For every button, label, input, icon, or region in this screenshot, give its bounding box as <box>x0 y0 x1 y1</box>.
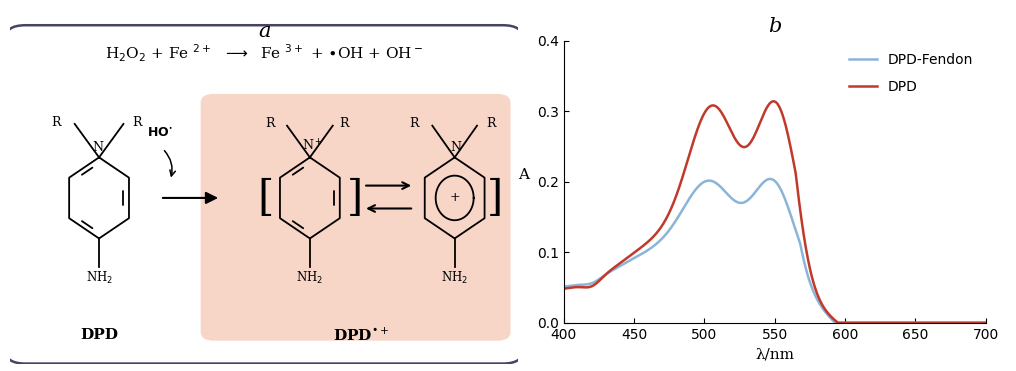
Text: [: [ <box>257 177 273 219</box>
Text: R: R <box>132 116 142 129</box>
Text: NH$_2$: NH$_2$ <box>297 270 323 286</box>
Text: R: R <box>339 117 350 131</box>
Y-axis label: A: A <box>517 168 528 182</box>
Text: $\mathbf{HO^{\bullet}}$: $\mathbf{HO^{\bullet}}$ <box>147 127 173 140</box>
DPD-Fendon <box>600 272 613 276</box>
Text: R: R <box>487 117 496 131</box>
DPD-Fendon <box>728 198 741 203</box>
Text: DPD: DPD <box>80 328 118 342</box>
Text: N$^+$: N$^+$ <box>302 139 323 154</box>
Text: +: + <box>449 191 460 204</box>
DPD <box>887 321 899 325</box>
DPD <box>848 321 861 325</box>
FancyBboxPatch shape <box>200 94 511 341</box>
Text: ]: ] <box>488 177 503 219</box>
Text: ]: ] <box>346 177 363 219</box>
X-axis label: λ/nm: λ/nm <box>755 347 795 361</box>
Text: N: N <box>451 141 461 154</box>
DPD-Fendon <box>829 321 841 325</box>
DPD-Fendon <box>887 321 899 325</box>
DPD-Fendon <box>979 321 992 325</box>
Text: NH$_2$: NH$_2$ <box>85 270 113 286</box>
DPD-Fendon <box>895 321 907 325</box>
DPD <box>558 286 570 291</box>
DPD <box>895 321 907 325</box>
DPD <box>728 135 741 140</box>
Text: N: N <box>92 141 104 154</box>
Text: R: R <box>409 117 419 131</box>
DPD <box>979 321 992 325</box>
DPD-Fendon <box>848 321 861 325</box>
Title: b: b <box>768 17 781 36</box>
Legend: DPD-Fendon, DPD: DPD-Fendon, DPD <box>843 48 978 99</box>
DPD-Fendon <box>764 177 776 181</box>
Text: NH$_2$: NH$_2$ <box>441 270 468 286</box>
Text: R: R <box>51 116 61 129</box>
Text: DPD$^{•+}$: DPD$^{•+}$ <box>332 327 389 344</box>
FancyBboxPatch shape <box>5 25 523 364</box>
DPD-Fendon <box>558 285 570 289</box>
Text: R: R <box>265 117 275 131</box>
DPD <box>744 141 756 146</box>
Line: DPD: DPD <box>564 101 986 323</box>
Text: H$_2$O$_2$ + Fe $^{2+}$  $\longrightarrow$  Fe $^{3+}$ + $\bullet$OH + OH$^-$: H$_2$O$_2$ + Fe $^{2+}$ $\longrightarrow… <box>105 43 424 64</box>
DPD <box>767 99 779 104</box>
Line: DPD-Fendon: DPD-Fendon <box>564 179 986 323</box>
DPD <box>600 271 613 276</box>
DPD-Fendon <box>744 196 756 201</box>
Text: a: a <box>258 22 270 41</box>
DPD <box>832 321 844 325</box>
